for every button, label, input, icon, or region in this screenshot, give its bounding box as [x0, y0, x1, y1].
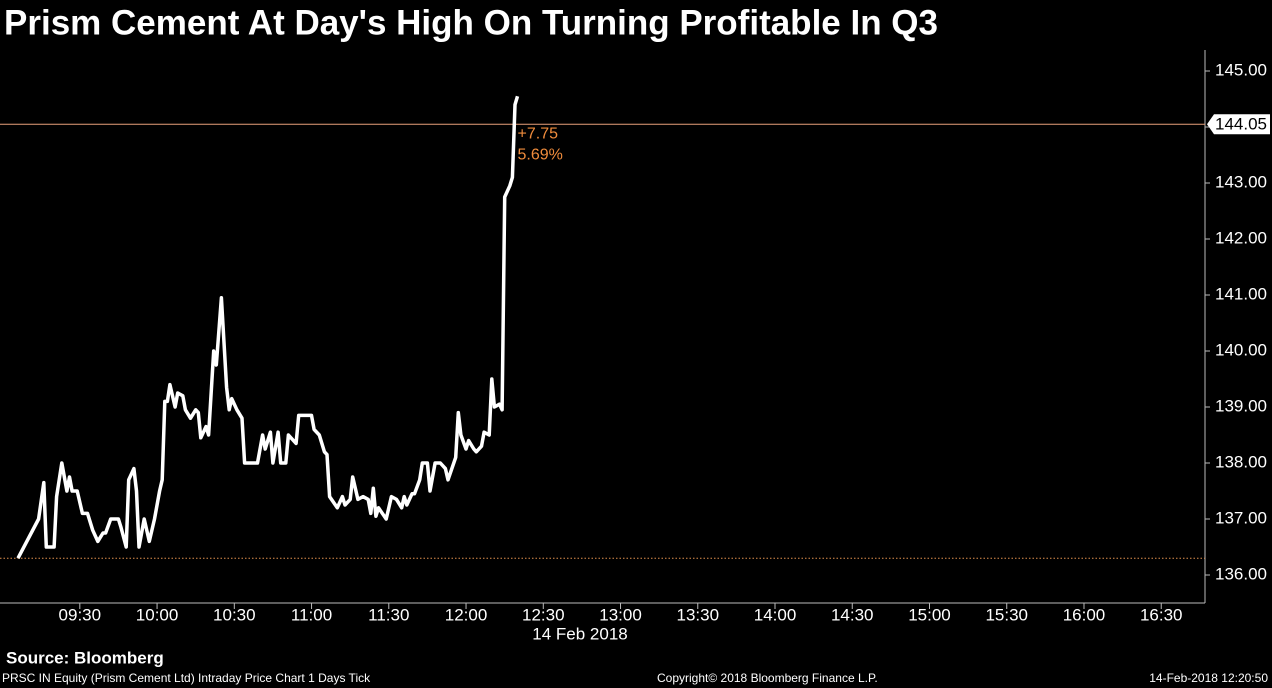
y-tick-label: 139.00 — [1215, 396, 1267, 415]
x-tick-label: 13:30 — [676, 605, 719, 624]
x-tick-label: 16:00 — [1063, 605, 1106, 624]
y-tick-label: 143.00 — [1215, 172, 1267, 191]
x-axis-date: 14 Feb 2018 — [532, 624, 627, 643]
y-tick-label: 141.00 — [1215, 284, 1267, 303]
y-tick-label: 136.00 — [1215, 564, 1267, 583]
y-tick-label: 137.00 — [1215, 508, 1267, 527]
x-tick-label: 11:30 — [368, 605, 409, 624]
x-tick-label: 14:00 — [754, 605, 797, 624]
chart-title: Prism Cement At Day's High On Turning Pr… — [4, 3, 938, 42]
last-price-label: 144.05 — [1215, 115, 1267, 134]
y-tick-label: 145.00 — [1215, 60, 1267, 79]
footer-left: PRSC IN Equity (Prism Cement Ltd) Intrad… — [2, 671, 371, 685]
y-tick-label: 138.00 — [1215, 452, 1267, 471]
y-tick-label: 140.00 — [1215, 340, 1267, 359]
x-tick-label: 16:30 — [1140, 605, 1183, 624]
last-price-tag — [1207, 114, 1270, 135]
x-tick-label: 10:30 — [213, 605, 256, 624]
price-line — [16, 95, 520, 560]
x-tick-label: 15:00 — [908, 605, 951, 624]
x-tick-label: 11:00 — [291, 605, 332, 624]
x-tick-label: 10:00 — [136, 605, 179, 624]
x-tick-label: 12:00 — [445, 605, 488, 624]
change-pct-label: 5.69% — [518, 146, 563, 163]
y-tick-label: 142.00 — [1215, 228, 1267, 247]
x-tick-label: 12:30 — [522, 605, 565, 624]
x-tick-label: 15:30 — [985, 605, 1028, 624]
x-tick-label: 09:30 — [59, 605, 102, 624]
source: Source: Bloomberg — [6, 648, 164, 667]
x-tick-label: 14:30 — [831, 605, 874, 624]
footer-center: Copyright© 2018 Bloomberg Finance L.P. — [657, 671, 878, 685]
footer-right: 14-Feb-2018 12:20:50 — [1149, 671, 1268, 685]
change-label: +7.75 — [518, 125, 559, 142]
x-tick-label: 13:00 — [599, 605, 642, 624]
